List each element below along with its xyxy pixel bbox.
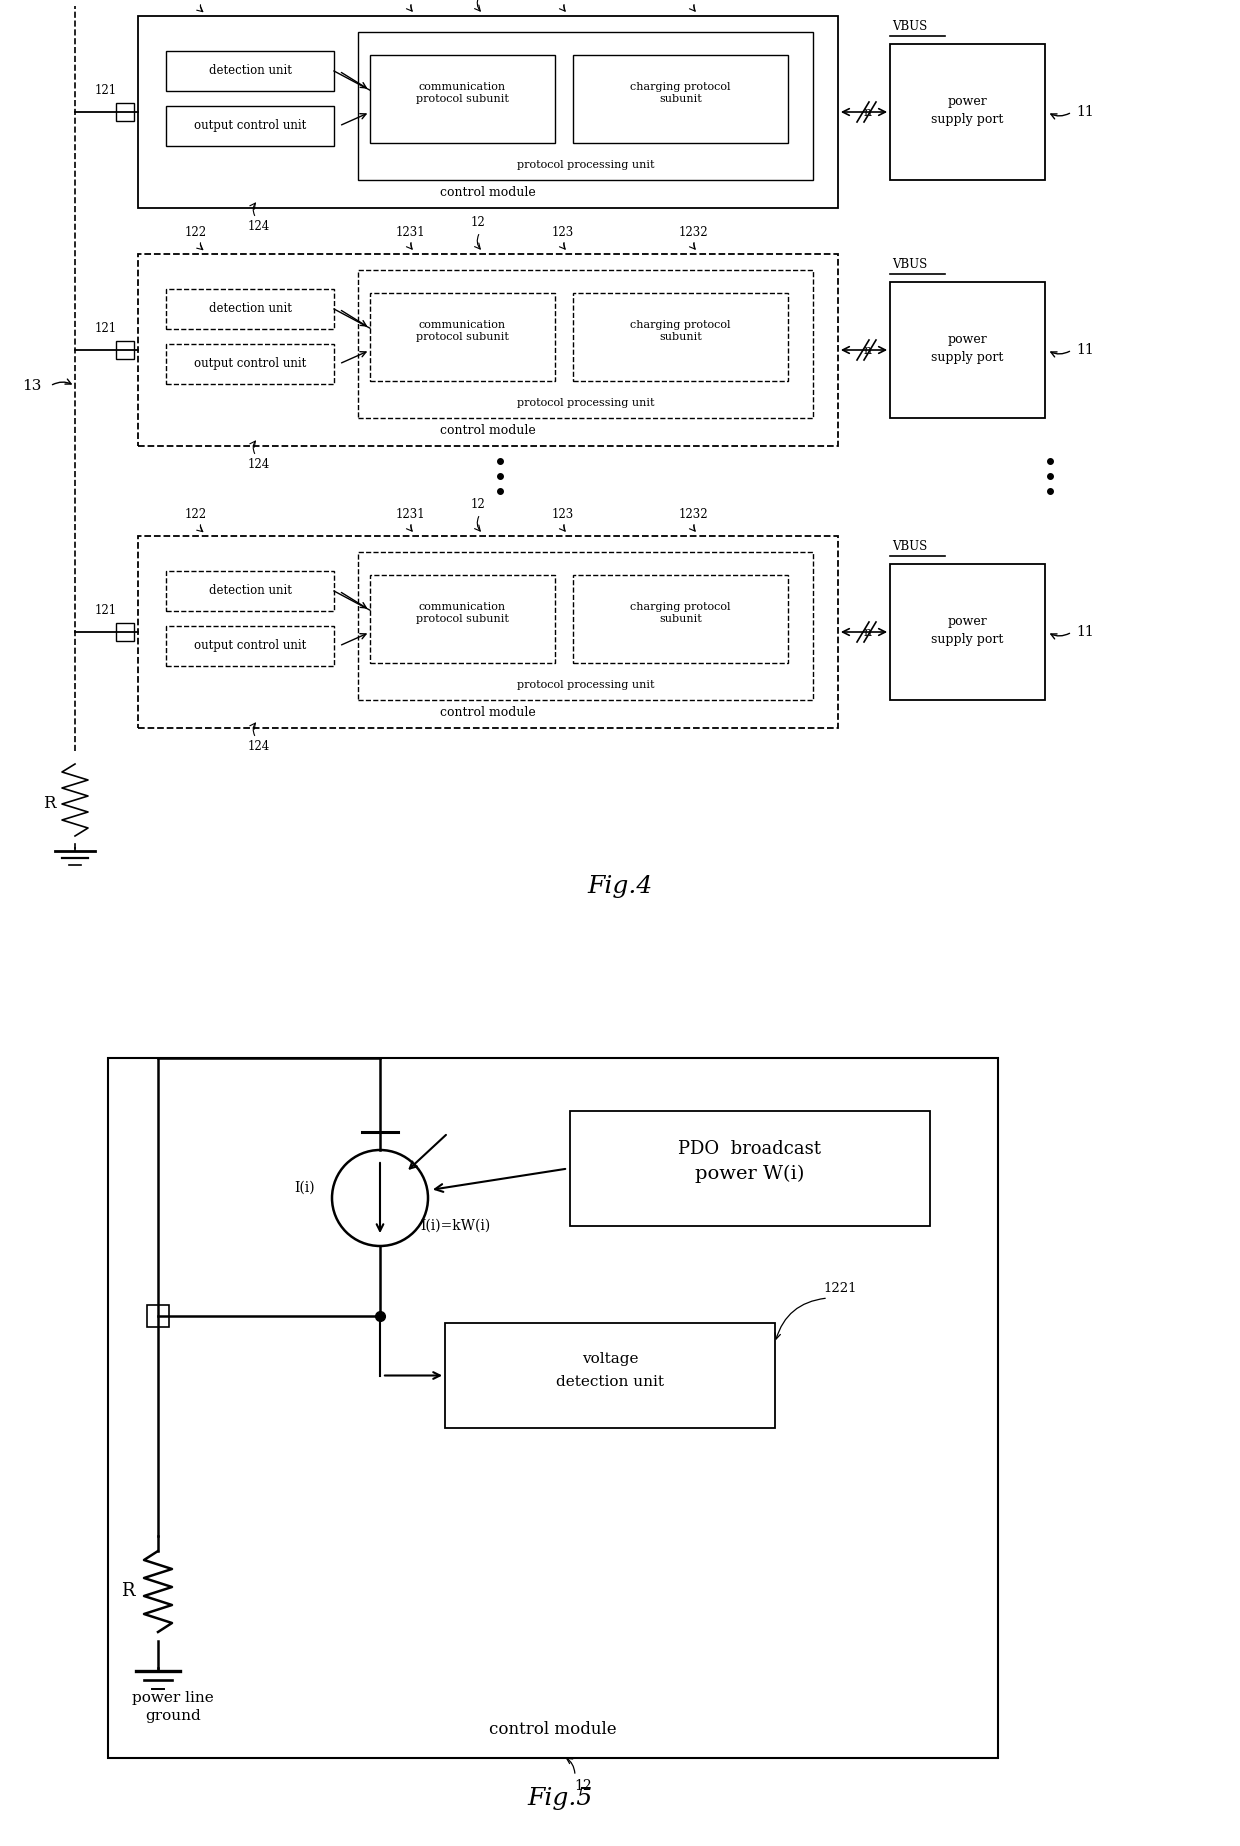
Bar: [117, 342, 134, 358]
Text: VBUS: VBUS: [893, 539, 928, 552]
Text: control module: control module: [490, 1722, 616, 1739]
Text: control module: control module: [440, 705, 536, 718]
Text: control module: control module: [440, 423, 536, 436]
Text: 11: 11: [1076, 626, 1094, 639]
Bar: [138, 535, 838, 727]
Text: power: power: [947, 334, 987, 347]
Bar: [358, 270, 813, 417]
Text: PDO  broadcast: PDO broadcast: [678, 1139, 821, 1157]
Text: power line: power line: [133, 1691, 213, 1706]
Text: communication: communication: [419, 602, 506, 613]
Text: control module: control module: [440, 185, 536, 199]
Text: output control unit: output control unit: [193, 120, 306, 133]
Text: 1232: 1232: [678, 508, 708, 521]
Text: charging protocol: charging protocol: [630, 319, 730, 330]
Text: 121: 121: [95, 321, 117, 334]
Text: communication: communication: [419, 81, 506, 92]
Text: I(i)=kW(i): I(i)=kW(i): [420, 1218, 490, 1233]
Text: communication: communication: [419, 319, 506, 330]
Bar: [148, 1305, 169, 1327]
Text: output control unit: output control unit: [193, 358, 306, 371]
Bar: [445, 1324, 775, 1429]
Text: detection unit: detection unit: [208, 65, 291, 78]
Bar: [890, 282, 1045, 417]
Text: protocol processing unit: protocol processing unit: [517, 161, 655, 170]
Bar: [890, 565, 1045, 700]
Text: VBUS: VBUS: [893, 257, 928, 271]
Text: 124: 124: [248, 220, 270, 233]
Bar: [573, 55, 787, 142]
Bar: [358, 31, 813, 181]
Text: 124: 124: [248, 740, 270, 753]
Bar: [358, 552, 813, 700]
Bar: [138, 255, 838, 447]
Text: R: R: [122, 1582, 135, 1600]
Text: protocol processing unit: protocol processing unit: [517, 399, 655, 408]
Text: 1231: 1231: [396, 508, 425, 521]
Text: voltage: voltage: [582, 1353, 639, 1366]
Text: detection unit: detection unit: [208, 303, 291, 316]
Bar: [573, 574, 787, 663]
Text: 121: 121: [95, 604, 117, 617]
Text: subunit: subunit: [660, 94, 702, 103]
Bar: [166, 626, 334, 666]
Text: 122: 122: [185, 225, 207, 238]
Text: detection unit: detection unit: [556, 1375, 663, 1388]
Text: 1232: 1232: [678, 225, 708, 238]
Text: 12: 12: [471, 498, 485, 511]
Bar: [370, 55, 556, 142]
Text: ground: ground: [145, 1709, 201, 1722]
Text: 123: 123: [552, 508, 574, 521]
Text: 13: 13: [22, 378, 42, 393]
Text: 1221: 1221: [823, 1281, 857, 1294]
Bar: [166, 105, 334, 146]
Text: power: power: [947, 96, 987, 109]
Text: R: R: [42, 796, 56, 812]
Bar: [573, 294, 787, 380]
Text: 122: 122: [185, 508, 207, 521]
Bar: [570, 1111, 930, 1226]
Text: 12: 12: [574, 1780, 591, 1792]
Text: 11: 11: [1076, 105, 1094, 118]
Text: Fig.5: Fig.5: [527, 1787, 593, 1809]
Bar: [138, 17, 838, 209]
Bar: [166, 52, 334, 90]
Bar: [166, 343, 334, 384]
Text: Fig.4: Fig.4: [588, 875, 652, 897]
Text: charging protocol: charging protocol: [630, 81, 730, 92]
Text: power: power: [947, 615, 987, 628]
Bar: [890, 44, 1045, 181]
Bar: [370, 294, 556, 380]
Text: power W(i): power W(i): [696, 1165, 805, 1183]
Text: protocol subunit: protocol subunit: [417, 615, 508, 624]
Text: detection unit: detection unit: [208, 585, 291, 598]
Text: supply port: supply port: [931, 113, 1003, 127]
Bar: [117, 622, 134, 641]
Bar: [117, 103, 134, 122]
Text: protocol subunit: protocol subunit: [417, 94, 508, 103]
Text: subunit: subunit: [660, 615, 702, 624]
Text: charging protocol: charging protocol: [630, 602, 730, 613]
Text: 12: 12: [471, 216, 485, 229]
Text: supply port: supply port: [931, 351, 1003, 364]
Bar: [108, 1058, 998, 1757]
Text: protocol subunit: protocol subunit: [417, 332, 508, 342]
Text: 1231: 1231: [396, 225, 425, 238]
Text: supply port: supply port: [931, 633, 1003, 646]
Text: 121: 121: [95, 83, 117, 96]
Bar: [166, 570, 334, 611]
Text: 11: 11: [1076, 343, 1094, 356]
Text: output control unit: output control unit: [193, 639, 306, 652]
Text: subunit: subunit: [660, 332, 702, 342]
Text: n: n: [864, 105, 872, 118]
Text: n: n: [864, 343, 872, 356]
Text: n: n: [864, 626, 872, 639]
Bar: [166, 290, 334, 329]
Text: I(i): I(i): [295, 1181, 315, 1194]
Text: VBUS: VBUS: [893, 20, 928, 33]
Text: protocol processing unit: protocol processing unit: [517, 679, 655, 690]
Text: 123: 123: [552, 225, 574, 238]
Bar: [370, 574, 556, 663]
Text: 124: 124: [248, 458, 270, 471]
